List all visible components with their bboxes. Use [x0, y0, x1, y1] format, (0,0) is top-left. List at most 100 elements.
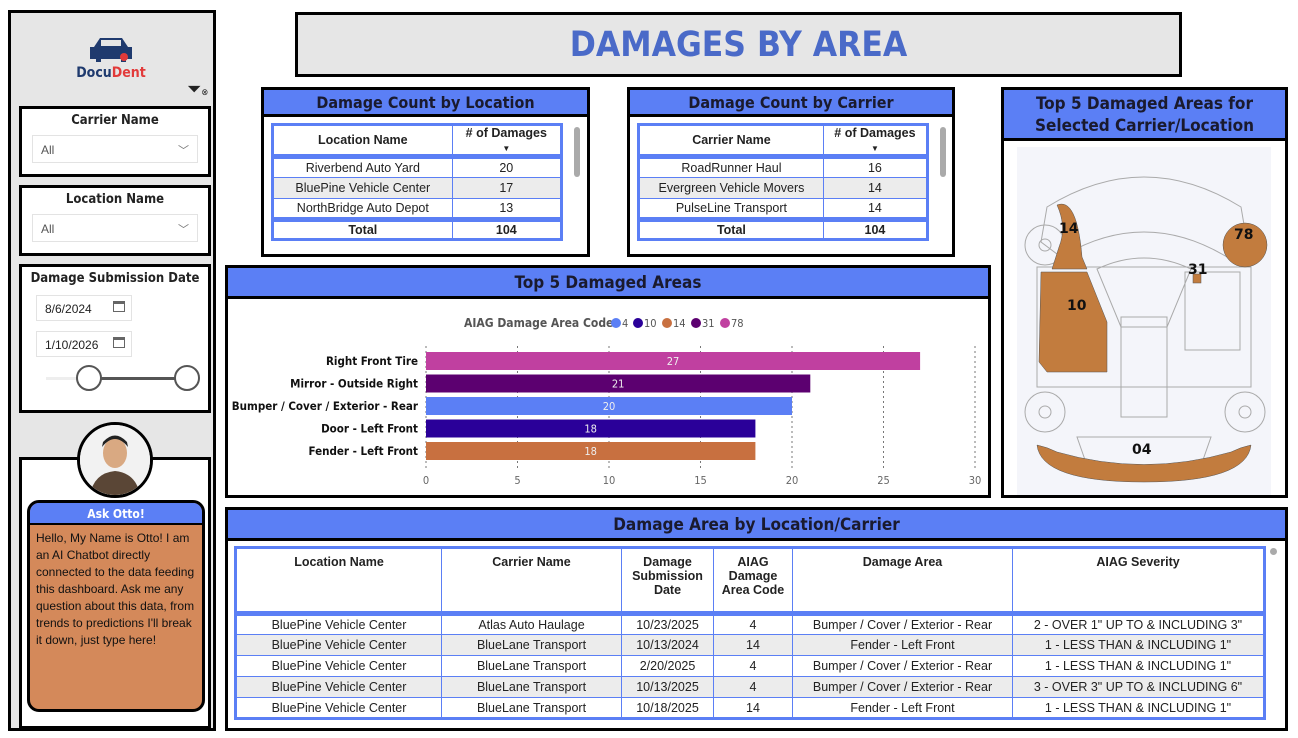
area-label-10: 10: [1067, 298, 1087, 314]
col-header[interactable]: Damage Submission Date: [621, 547, 714, 616]
col-header[interactable]: AIAG Severity: [1012, 547, 1265, 616]
y-category-label: Right Front Tire: [326, 354, 418, 368]
title-banner: DAMAGES BY AREA: [295, 12, 1182, 77]
table-cell: Bumper / Cover / Exterior - Rear: [792, 676, 1013, 698]
table-row[interactable]: BluePine Vehicle Center Atlas Auto Haulag…: [235, 613, 1265, 635]
bar[interactable]: [426, 419, 756, 438]
col-header[interactable]: Damage Area: [792, 547, 1013, 616]
legend-marker: [720, 318, 730, 328]
location-dropdown[interactable]: All ﹀: [32, 214, 198, 242]
bar-data-label: 21: [612, 378, 625, 391]
chevron-down-icon: ﹀: [178, 145, 189, 157]
col-header[interactable]: # of Damages ▼: [822, 124, 929, 159]
otto-message: Hello, My Name is Otto! I am an AI Chatb…: [36, 531, 195, 647]
bar-data-label: 18: [584, 423, 597, 436]
damage-area-fills: [1036, 203, 1268, 483]
slider-start-handle[interactable]: [76, 365, 102, 391]
table-cell: 10/23/2025: [621, 613, 714, 635]
end-date-value: 1/10/2026: [45, 338, 99, 352]
scrollbar[interactable]: [940, 127, 946, 177]
col-header[interactable]: Location Name: [272, 124, 453, 159]
bar[interactable]: [426, 397, 792, 415]
table-cell: 10/13/2024: [621, 634, 714, 656]
clear-filters-icon[interactable]: ⏷⊗: [187, 79, 209, 100]
table-cell: 4: [713, 655, 793, 677]
panel-title: Damage Area by Location/Carrier: [228, 510, 1285, 541]
table-cell: 1 - LESS THAN & INCLUDING 1": [1012, 634, 1265, 656]
damage-count-by-carrier: Damage Count by Carrier Carrier Name # of…: [627, 87, 955, 257]
scrollbar[interactable]: [1270, 548, 1277, 555]
sort-desc-icon: ▼: [870, 144, 879, 153]
bar[interactable]: [426, 374, 811, 393]
carrier-dropdown-value: All: [41, 143, 55, 157]
bar[interactable]: [426, 352, 921, 370]
table-cell: BluePine Vehicle Center: [235, 655, 442, 677]
table-cell: BluePine Vehicle Center: [235, 613, 442, 635]
legend-entry[interactable]: 4: [622, 317, 628, 330]
end-date-input[interactable]: 1/10/2026: [36, 331, 132, 357]
x-tick-label: 0: [423, 474, 429, 487]
logo-text-docu: Docu: [76, 65, 112, 81]
calendar-icon[interactable]: [113, 337, 125, 348]
top5-damaged-areas-chart: Top 5 Damaged Areas AIAG Damage Area Cod…: [225, 265, 991, 498]
x-tick-label: 5: [514, 474, 520, 487]
y-category-label: Bumper / Cover / Exterior - Rear: [232, 399, 419, 413]
sort-desc-icon: ▼: [502, 144, 511, 153]
legend-entry[interactable]: 14: [673, 317, 686, 330]
legend-entry[interactable]: 78: [731, 317, 744, 330]
date-range-slider[interactable]: [46, 365, 200, 391]
table-row[interactable]: NorthBridge Auto Depot 13: [272, 198, 563, 220]
x-tick-label: 10: [603, 474, 616, 487]
bar[interactable]: [426, 442, 756, 460]
legend-marker: [691, 318, 701, 328]
carrier-dropdown[interactable]: All ﹀: [32, 135, 198, 163]
legend-entry[interactable]: 31: [702, 317, 715, 330]
y-category-label: Mirror - Outside Right: [290, 377, 418, 391]
table-cell: BlueLane Transport: [441, 697, 622, 719]
date-slicer: Damage Submission Date 8/6/2024 1/10/202…: [19, 264, 211, 413]
carrier-slicer-label: Carrier Name: [71, 113, 159, 128]
date-slicer-label: Damage Submission Date: [30, 271, 200, 286]
col-header[interactable]: Carrier Name: [638, 124, 824, 159]
slider-range: [88, 377, 188, 380]
table-row[interactable]: BluePine Vehicle Center BlueLane Transpor…: [235, 655, 1265, 677]
logo: DocuDent: [71, 35, 151, 85]
table-cell: 14: [713, 697, 793, 719]
col-header[interactable]: Location Name: [235, 547, 442, 616]
col-header[interactable]: AIAG Damage Area Code: [713, 547, 793, 616]
table-row[interactable]: Riverbend Auto Yard 20: [272, 156, 563, 178]
table-row[interactable]: BluePine Vehicle Center 17: [272, 177, 563, 199]
y-category-label: Fender - Left Front: [308, 444, 418, 458]
damage-area-detail-panel: Damage Area by Location/Carrier Location…: [225, 507, 1288, 731]
table-cell: 10/18/2025: [621, 697, 714, 719]
table-row[interactable]: BluePine Vehicle Center BlueLane Transpor…: [235, 676, 1265, 698]
x-tick-label: 30: [969, 474, 982, 487]
legend-marker: [662, 318, 672, 328]
location-dropdown-value: All: [41, 222, 55, 236]
otto-avatar: [77, 422, 153, 498]
bar-data-label: 20: [603, 400, 616, 413]
legend-title: AIAG Damage Area Code: [464, 316, 613, 330]
legend-entry[interactable]: 10: [644, 317, 657, 330]
table-cell: BluePine Vehicle Center: [235, 676, 442, 698]
table-cell: BlueLane Transport: [441, 676, 622, 698]
table-cell: 2/20/2025: [621, 655, 714, 677]
damage-area-04: [1036, 444, 1252, 483]
x-tick-label: 15: [694, 474, 707, 487]
table-row[interactable]: BluePine Vehicle Center BlueLane Transpor…: [235, 634, 1265, 656]
slider-end-handle[interactable]: [174, 365, 200, 391]
col-header[interactable]: # of Damages ▼: [451, 124, 563, 159]
calendar-icon[interactable]: [113, 301, 125, 312]
otto-chat-card[interactable]: Ask Otto! Hello, My Name is Otto! I am a…: [27, 500, 205, 712]
table-cell: Fender - Left Front: [792, 634, 1013, 656]
ask-otto-header: Ask Otto!: [30, 503, 202, 525]
table-row[interactable]: BluePine Vehicle Center BlueLane Transpor…: [235, 697, 1265, 719]
scrollbar[interactable]: [574, 127, 580, 177]
location-slicer: Location Name All ﹀: [19, 185, 211, 256]
col-header[interactable]: Carrier Name: [441, 547, 622, 616]
table-row[interactable]: RoadRunner Haul 16: [638, 156, 929, 178]
table-row[interactable]: PulseLine Transport 14: [638, 198, 929, 220]
start-date-input[interactable]: 8/6/2024: [36, 295, 132, 321]
table-cell: 4: [713, 613, 793, 635]
table-row[interactable]: Evergreen Vehicle Movers 14: [638, 177, 929, 199]
